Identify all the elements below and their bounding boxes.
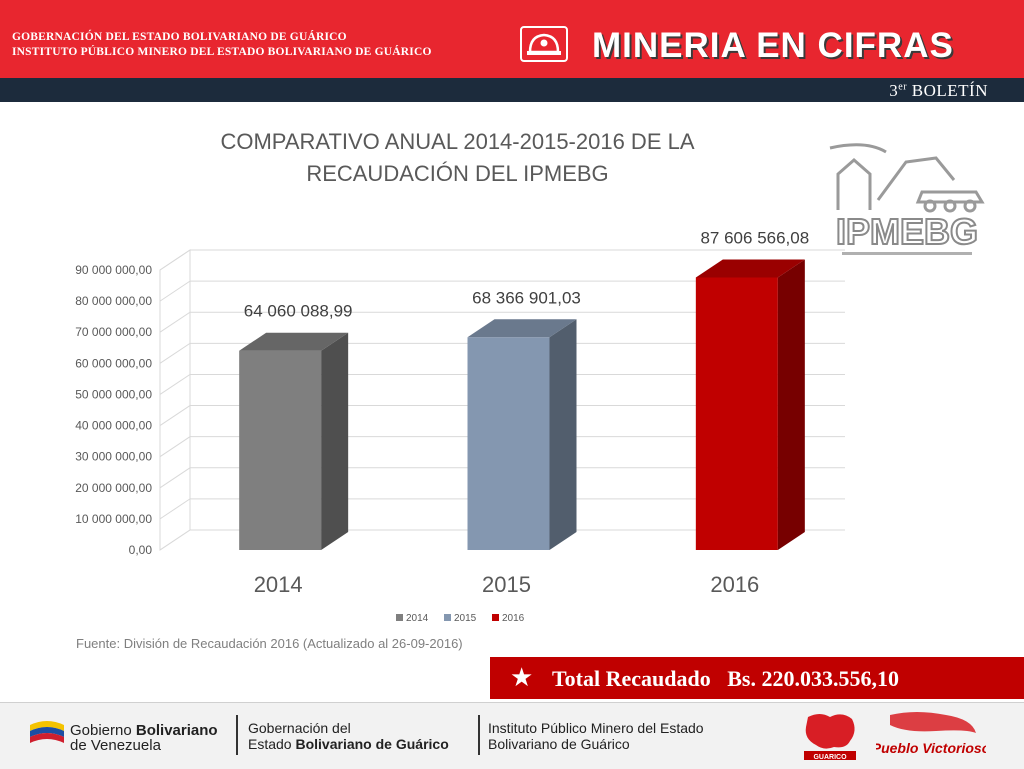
gridline <box>159 436 845 458</box>
footer: Gobierno Bolivariano de Venezuela Gobern… <box>0 702 1024 769</box>
gov-line-1: GOBERNACIÓN DEL ESTADO BOLIVARIANO DE GU… <box>12 31 347 43</box>
y-axis-ticks: 0,00 10 000 000,00 20 000 000,00 30 000 000… <box>75 263 152 557</box>
gobierno-bolivariano-text: Gobierno Bolivariano de Venezuela <box>70 722 218 754</box>
bar-2016 <box>695 277 778 550</box>
x-tick-label: 2014 <box>254 572 303 597</box>
bar-side-2015 <box>549 319 577 550</box>
chart-title: COMPARATIVO ANUAL 2014-2015-2016 DE LA R… <box>150 126 765 190</box>
bar-side-2016 <box>777 259 805 550</box>
brand-title: MINERIA EN CIFRAS <box>592 26 954 65</box>
total-banner: ★ Total Recaudado Bs. 220.033.556,10 <box>490 657 1024 699</box>
helmet-icon <box>520 26 568 62</box>
legend-label: 2016 <box>502 613 525 624</box>
ipmebg-logo: IPMEBG <box>829 143 985 255</box>
data-label: 68 366 901,03 <box>472 288 581 307</box>
svg-text:Pueblo Victorioso: Pueblo Victorioso <box>876 740 986 756</box>
source-note: Fuente: División de Recaudación 2016 (Ac… <box>76 636 463 651</box>
chart-side-wall <box>159 249 191 551</box>
legend-swatch <box>444 614 451 621</box>
y-tick-label: 60 000 000,00 <box>75 356 152 370</box>
footer-divider <box>478 715 480 755</box>
bar-side-2014 <box>321 332 349 550</box>
y-tick-label: 50 000 000,00 <box>75 387 152 401</box>
bar-top-2015 <box>467 319 577 338</box>
y-tick-label: 30 000 000,00 <box>75 450 152 464</box>
y-tick-label: 10 000 000,00 <box>75 512 152 526</box>
chart-back-wall <box>159 249 191 551</box>
bar-2015 <box>467 337 550 550</box>
chart-gridlines <box>159 249 845 551</box>
government-heading: GOBERNACIÓN DEL ESTADO BOLIVARIANO DE GU… <box>12 30 432 60</box>
gridline <box>159 342 845 364</box>
x-tick-label: 2016 <box>710 572 759 597</box>
x-axis-categories: 2014 2015 2016 <box>254 572 760 597</box>
bar-top-2016 <box>695 259 805 278</box>
bulletin-bar: 3er BOLETÍN <box>0 78 1024 102</box>
instituto-text: Instituto Público Minero del Estado Boli… <box>488 720 704 752</box>
legend-label: 2014 <box>406 613 429 624</box>
star-icon: ★ <box>510 662 534 692</box>
guarico-logo: GUARICO <box>804 714 856 761</box>
svg-text:IPMEBG: IPMEBG <box>836 211 978 252</box>
footer-divider <box>236 715 238 755</box>
y-tick-label: 40 000 000,00 <box>75 419 152 433</box>
gridline <box>159 529 845 551</box>
chart-bars <box>239 259 805 550</box>
legend-label: 2015 <box>454 613 477 624</box>
gridline <box>159 280 845 302</box>
legend-swatch <box>396 614 403 621</box>
bar-chart: 0,00 10 000 000,00 20 000 000,00 30 000 000… <box>75 228 845 624</box>
chart-title-line-2: RECAUDACIÓN DEL IPMEBG <box>306 161 609 186</box>
gridline <box>159 405 845 426</box>
chart-value-labels: 64 060 088,99 68 366 901,03 87 606 566,08 <box>244 228 809 320</box>
y-tick-label: 70 000 000,00 <box>75 325 152 339</box>
y-tick-label: 0,00 <box>129 543 153 557</box>
gov-line-2: INSTITUTO PÚBLICO MINERO DEL ESTADO BOLI… <box>12 46 432 58</box>
gridline <box>159 373 845 395</box>
bulletin-label: 3er BOLETÍN <box>889 81 988 100</box>
gridline <box>159 467 845 489</box>
x-tick-label: 2015 <box>482 572 531 597</box>
legend-swatch <box>492 614 499 621</box>
pueblo-victorioso-logo: Pueblo Victorioso <box>876 712 986 756</box>
data-label: 64 060 088,99 <box>244 302 353 321</box>
bar-2014 <box>239 350 322 550</box>
header-banner: GOBERNACIÓN DEL ESTADO BOLIVARIANO DE GU… <box>0 0 1024 78</box>
gridline <box>159 311 845 333</box>
bar-top-2014 <box>239 332 349 351</box>
total-collected: Total Recaudado Bs. 220.033.556,10 <box>552 666 899 691</box>
gridline <box>159 498 845 520</box>
y-tick-label: 90 000 000,00 <box>75 263 152 277</box>
gobernacion-text: Gobernación del Estado Bolivariano de Gu… <box>248 720 449 752</box>
y-tick-label: 20 000 000,00 <box>75 481 152 495</box>
y-tick-label: 80 000 000,00 <box>75 294 152 308</box>
data-label: 87 606 566,08 <box>700 228 809 247</box>
svg-text:GUARICO: GUARICO <box>813 754 847 761</box>
chart-title-line-1: COMPARATIVO ANUAL 2014-2015-2016 DE LA <box>220 129 695 154</box>
venezuela-flag-icon <box>30 721 64 743</box>
gridline <box>159 249 845 271</box>
chart-legend: 2014 2015 2016 <box>396 613 525 624</box>
